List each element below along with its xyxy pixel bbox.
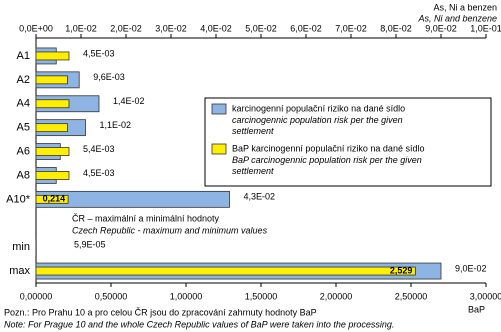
x-tick-label: 1,50000 [245, 291, 278, 301]
x-tick-label: 0,00000 [20, 291, 53, 301]
x-tick-label: 2,50000 [395, 291, 428, 301]
x2-tick-label: 1,0E-01 [470, 23, 501, 33]
y-tick-label: A5 [17, 122, 30, 134]
bar [35, 171, 70, 180]
value-label: 4,5E-03 [83, 168, 115, 178]
value-label: 1,1E-02 [100, 120, 132, 130]
y-tick-label: max [9, 265, 30, 277]
y-tick-label: A4 [17, 98, 30, 110]
y-tick-label: A10* [6, 193, 31, 205]
x2-axis-title-en: As, Ni and benzene [417, 13, 497, 23]
value-label: 4,5E-03 [83, 48, 115, 58]
y-tick-label: min [12, 241, 30, 253]
x2-tick-label: 1,0E-02 [65, 23, 97, 33]
x2-tick-label: 0,0E+00 [19, 23, 53, 33]
value-label: 9,0E-02 [455, 263, 487, 273]
x2-tick-label: 5,0E-02 [245, 23, 277, 33]
y-tick-label: A2 [17, 74, 30, 86]
y-tick-label: A8 [17, 169, 30, 181]
value-label: 4,3E-02 [244, 192, 276, 202]
x2-tick-label: 9,0E-02 [425, 23, 457, 33]
value-label: 1,4E-02 [113, 96, 145, 106]
value-label: 0,214 [43, 194, 66, 204]
bar [35, 99, 70, 109]
value-label: 5,4E-03 [83, 144, 115, 154]
x2-axis-title: As, Ni a benzen [433, 2, 497, 12]
footnote: Pozn.: Pro Prahu 10 a pro celou ČR jsou … [4, 307, 317, 317]
legend-label-en: carcinogennic population risk per the gi… [232, 115, 403, 136]
footnote-en: Note: For Prague 10 and the whole Czech … [4, 319, 394, 329]
value-label: 9,6E-03 [93, 72, 125, 82]
x2-tick-label: 6,0E-02 [290, 23, 322, 33]
x-tick-label: 2,00000 [320, 291, 353, 301]
legend-swatch [211, 143, 227, 155]
annotation-en: Czech Republic - maximum and minimum val… [72, 225, 268, 235]
bar [35, 123, 68, 133]
annotation: ČR – maximální a minimální hodnoty [72, 213, 220, 223]
x2-tick-label: 2,0E-02 [110, 23, 142, 33]
x-axis-title: BaP [468, 304, 485, 314]
y-tick-label: A1 [17, 50, 30, 62]
x2-tick-label: 4,0E-02 [200, 23, 232, 33]
bar [35, 51, 70, 61]
bar [35, 266, 416, 276]
bar [35, 194, 69, 204]
legend-label: BaP karcinogenní populační riziko na dan… [232, 143, 424, 153]
legend [204, 97, 492, 187]
legend-label-en: BaP carcinogennic population risk per th… [232, 155, 422, 176]
legend-swatch [211, 103, 227, 115]
x-tick-label: 3,00000 [470, 291, 501, 301]
x2-tick-label: 8,0E-02 [380, 23, 412, 33]
value-label: 5,9E-05 [74, 240, 106, 250]
bar [35, 75, 68, 85]
x-tick-label: 1,00000 [170, 291, 203, 301]
bar [35, 147, 70, 156]
x-tick-label: 0,50000 [95, 291, 128, 301]
value-label: 2,529 [390, 265, 413, 275]
legend-label: karcinogenní populační riziko na dané sí… [232, 103, 405, 113]
x2-tick-label: 3,0E-02 [155, 23, 187, 33]
x2-tick-label: 7,0E-02 [335, 23, 367, 33]
y-tick-label: A6 [17, 145, 30, 157]
